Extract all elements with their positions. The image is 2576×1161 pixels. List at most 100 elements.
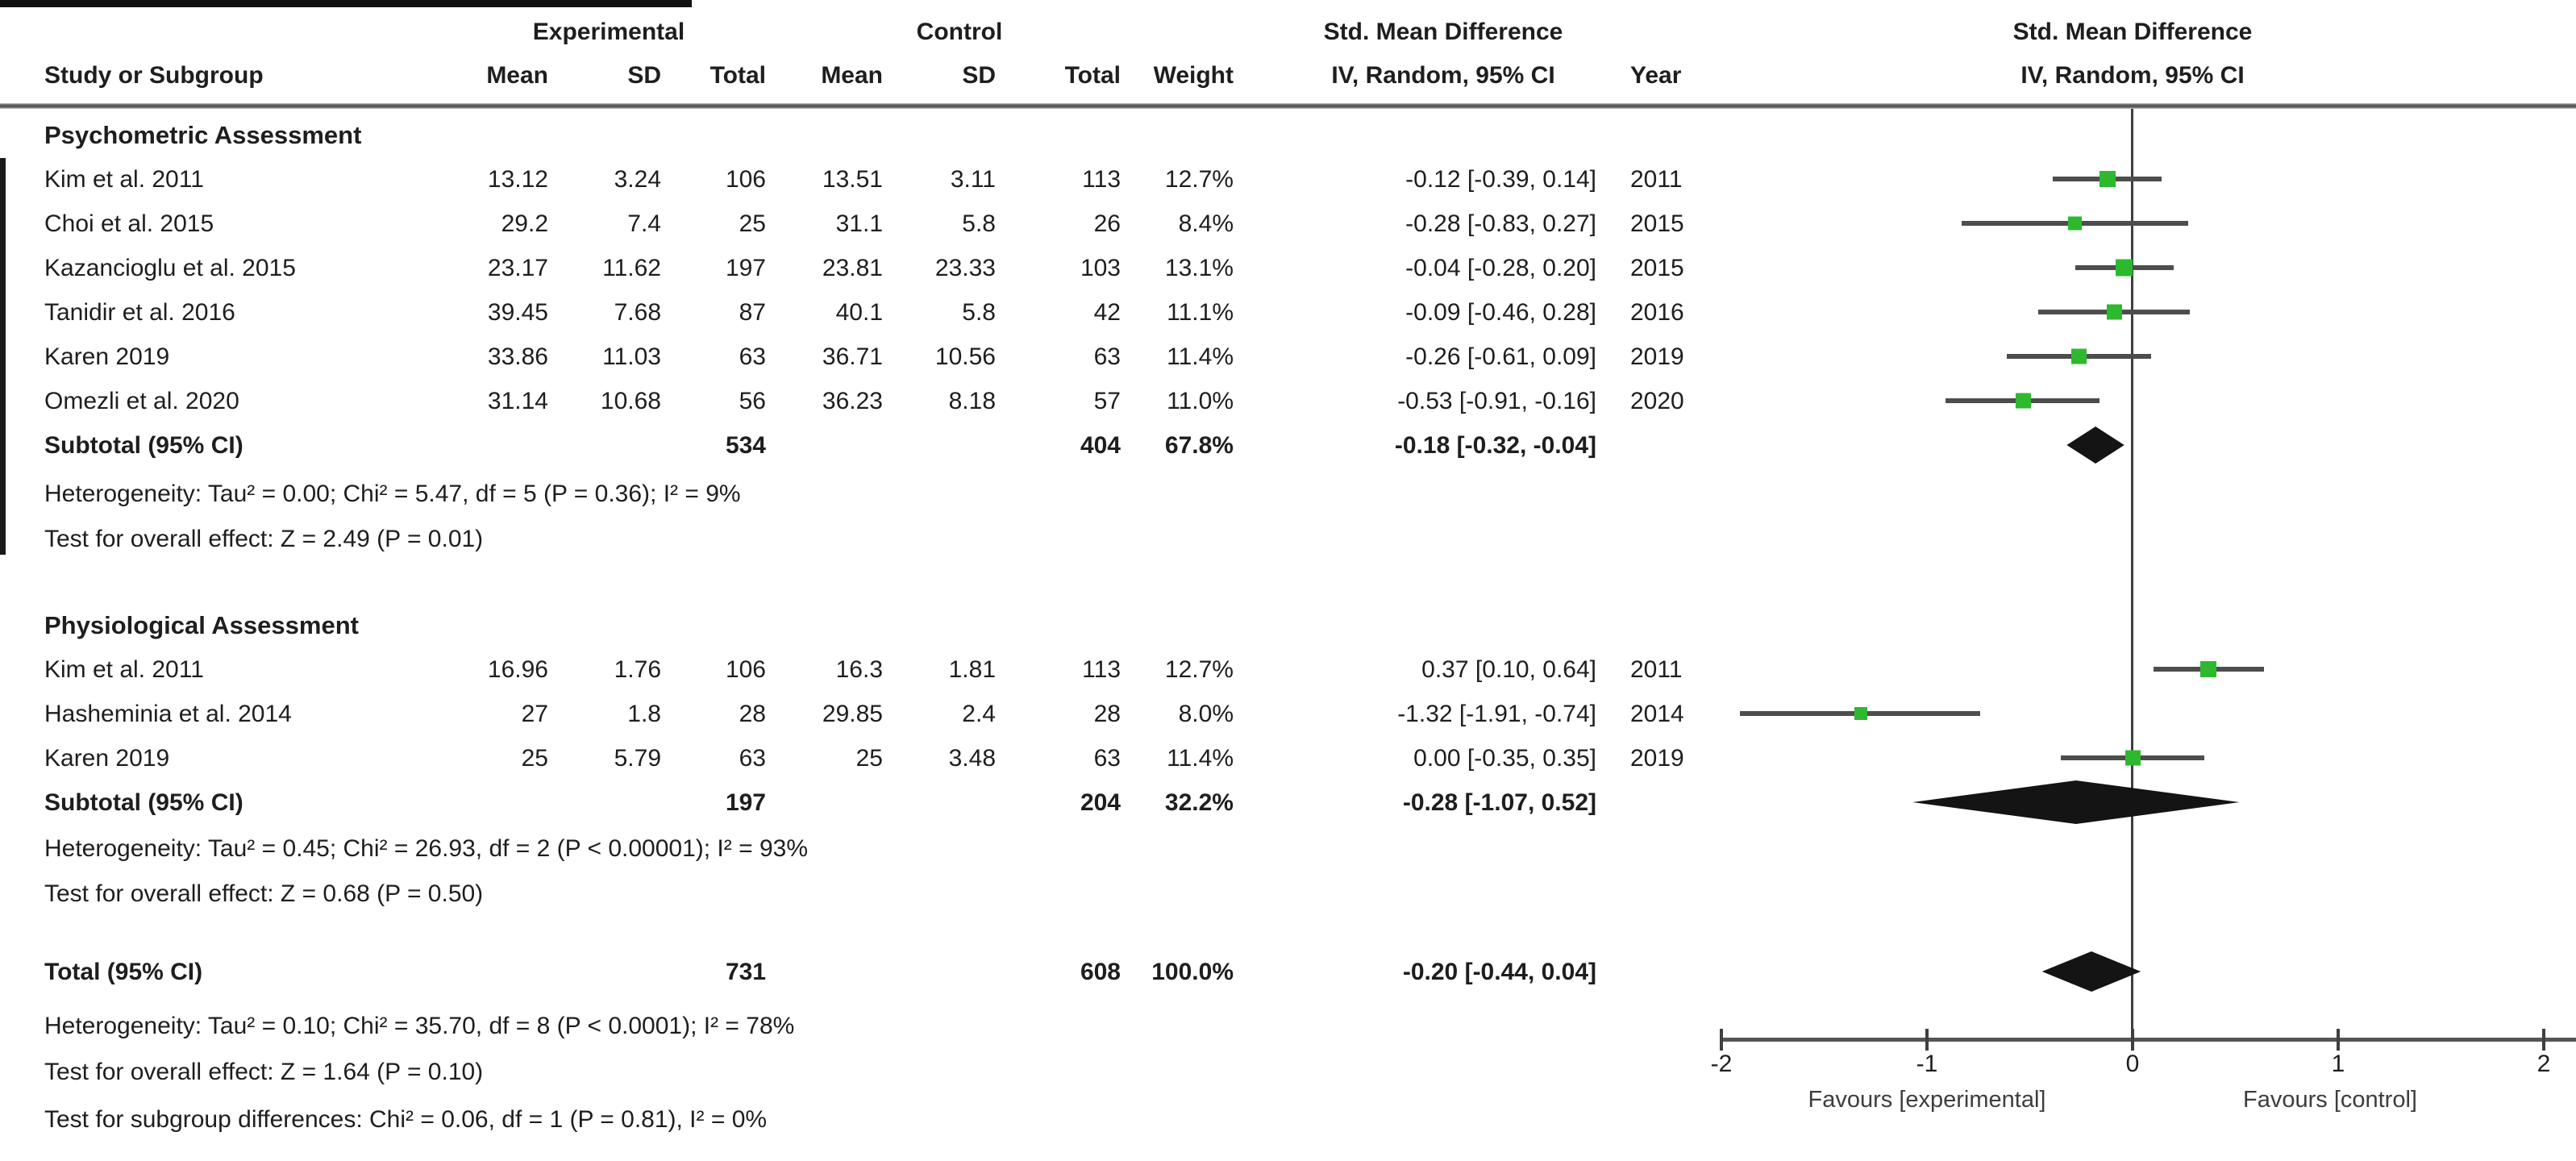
study-row: Karen 2019 33.86 11.03 63 36.71 10.56 63… xyxy=(0,335,1814,379)
total-total-ctl: 608 xyxy=(1080,959,1121,985)
year-cell: 2015 xyxy=(1630,210,1684,237)
study-cell: Karen 2019 xyxy=(44,745,170,772)
sd-exp-cell: 7.4 xyxy=(627,210,661,237)
col-header-mean-ctl: Mean xyxy=(821,62,883,89)
col-header-year: Year xyxy=(1630,62,1682,89)
col-header-study: Study or Subgroup xyxy=(44,62,264,89)
mean-ctl-cell: 25 xyxy=(855,745,883,772)
tick-label: 0 xyxy=(2125,1051,2140,1077)
sd-ctl-cell: 5.8 xyxy=(962,210,996,237)
overall-effect-line: Test for overall effect: Z = 1.64 (P = 0… xyxy=(44,1059,484,1085)
year-cell: 2011 xyxy=(1630,656,1683,683)
col-header-smd-right: Std. Mean Difference xyxy=(2012,19,2253,45)
effect-marker xyxy=(1854,707,1868,720)
mean-exp-cell: 23.17 xyxy=(487,255,548,281)
scan-artifact-top xyxy=(0,0,692,7)
mean-ctl-cell: 29.85 xyxy=(822,701,883,727)
total-exp-cell: 25 xyxy=(739,210,766,237)
tick-label: 2 xyxy=(2536,1051,2551,1077)
mean-exp-cell: 13.12 xyxy=(487,166,548,193)
weight-cell: 8.0% xyxy=(1178,701,1234,727)
study-row: Karen 2019 25 5.79 63 25 3.48 63 11.4% 0… xyxy=(0,736,1814,780)
year-cell: 2016 xyxy=(1630,299,1684,326)
mean-ctl-cell: 31.1 xyxy=(835,210,883,237)
sd-ctl-cell: 8.18 xyxy=(948,388,996,414)
axis-tick xyxy=(1720,1029,1723,1051)
total-label: Total (95% CI) xyxy=(44,959,203,985)
total-ctl-cell: 113 xyxy=(1082,656,1121,683)
study-row: Tanidir et al. 2016 39.45 7.68 87 40.1 5… xyxy=(0,290,1814,335)
study-cell: Karen 2019 xyxy=(44,343,170,370)
subgroup-diff-line: Test for subgroup differences: Chi² = 0.… xyxy=(44,1106,768,1133)
total-exp-cell: 197 xyxy=(725,255,766,281)
study-cell: Kim et al. 2011 xyxy=(44,166,204,193)
sd-ctl-cell: 2.4 xyxy=(962,701,996,727)
sd-exp-cell: 7.68 xyxy=(614,299,661,326)
tick-label: 1 xyxy=(2331,1051,2345,1077)
ci-text-cell: 0.37 [0.10, 0.64] xyxy=(1421,656,1596,683)
subtotal-row: Subtotal (95% CI) 534 404 67.8% -0.18 [-… xyxy=(0,423,1814,468)
col-header-experimental: Experimental xyxy=(532,19,685,45)
total-exp-cell: 87 xyxy=(739,299,766,326)
col-header-total-exp: Total xyxy=(710,62,766,89)
mean-ctl-cell: 13.51 xyxy=(822,166,883,193)
mean-ctl-cell: 23.81 xyxy=(822,255,883,281)
subtotal-total-ctl: 204 xyxy=(1080,789,1121,816)
mean-ctl-cell: 16.3 xyxy=(835,656,883,683)
total-exp-cell: 63 xyxy=(739,745,766,772)
axis-tick xyxy=(2131,1029,2134,1051)
subtotal-total-exp: 534 xyxy=(725,432,766,459)
subtotal-weight: 67.8% xyxy=(1164,432,1234,459)
sd-ctl-cell: 10.56 xyxy=(934,343,996,370)
zero-line xyxy=(2131,109,2133,1038)
mean-ctl-cell: 36.23 xyxy=(822,388,883,414)
col-header-total-ctl: Total xyxy=(1064,62,1121,89)
effect-marker xyxy=(2124,750,2141,766)
sd-ctl-cell: 1.81 xyxy=(948,656,996,683)
subtotal-ci-text: -0.28 [-1.07, 0.52] xyxy=(1402,789,1596,816)
weight-cell: 13.1% xyxy=(1164,255,1234,281)
subgroup-title: Psychometric Assessment xyxy=(44,121,362,149)
col-header-mean-exp: Mean xyxy=(486,62,548,89)
scan-artifact-left xyxy=(0,158,6,555)
col-header-sd-ctl: SD xyxy=(962,62,996,89)
total-ctl-cell: 28 xyxy=(1093,701,1121,727)
year-cell: 2014 xyxy=(1630,701,1684,727)
subtotal-ci-text: -0.18 [-0.32, -0.04] xyxy=(1394,432,1596,459)
weight-cell: 8.4% xyxy=(1178,210,1234,237)
total-ctl-cell: 63 xyxy=(1093,745,1121,772)
sd-exp-cell: 3.24 xyxy=(614,166,661,193)
weight-cell: 11.1% xyxy=(1167,299,1234,326)
effect-marker xyxy=(2100,171,2116,187)
year-cell: 2011 xyxy=(1630,166,1683,193)
study-row: Omezli et al. 2020 31.14 10.68 56 36.23 … xyxy=(0,379,1814,423)
heterogeneity-line: Heterogeneity: Tau² = 0.00; Chi² = 5.47,… xyxy=(44,481,741,507)
study-row: Choi et al. 2015 29.2 7.4 25 31.1 5.8 26… xyxy=(0,202,1814,246)
total-ctl-cell: 103 xyxy=(1080,255,1121,281)
mean-exp-cell: 16.96 xyxy=(487,656,548,683)
subtotal-diamond xyxy=(1912,780,2240,824)
sd-ctl-cell: 5.8 xyxy=(962,299,996,326)
study-cell: Omezli et al. 2020 xyxy=(44,388,239,414)
weight-cell: 11.4% xyxy=(1167,343,1234,370)
heterogeneity-line: Heterogeneity: Tau² = 0.10; Chi² = 35.70… xyxy=(44,1013,795,1039)
mean-ctl-cell: 40.1 xyxy=(835,299,883,326)
effect-marker xyxy=(2068,216,2083,231)
total-ctl-cell: 57 xyxy=(1093,388,1121,414)
favours-control-label: Favours [control] xyxy=(2243,1087,2417,1113)
subtotal-label: Subtotal (95% CI) xyxy=(44,432,243,459)
year-cell: 2015 xyxy=(1630,255,1684,281)
ci-text-cell: -0.53 [-0.91, -0.16] xyxy=(1397,388,1596,414)
tick-label: -1 xyxy=(1916,1051,1938,1077)
weight-cell: 12.7% xyxy=(1164,166,1234,193)
study-row: Kazancioglu et al. 2015 23.17 11.62 197 … xyxy=(0,246,1814,290)
year-cell: 2019 xyxy=(1630,343,1684,370)
weight-cell: 11.0% xyxy=(1167,388,1234,414)
tick-label: -2 xyxy=(1710,1051,1733,1077)
study-cell: Kim et al. 2011 xyxy=(44,656,204,683)
total-exp-cell: 63 xyxy=(739,343,766,370)
ci-text-cell: -0.09 [-0.46, 0.28] xyxy=(1405,299,1596,326)
total-ctl-cell: 42 xyxy=(1093,299,1121,326)
overall-effect-line: Test for overall effect: Z = 2.49 (P = 0… xyxy=(44,526,484,552)
study-cell: Hasheminia et al. 2014 xyxy=(44,701,292,727)
